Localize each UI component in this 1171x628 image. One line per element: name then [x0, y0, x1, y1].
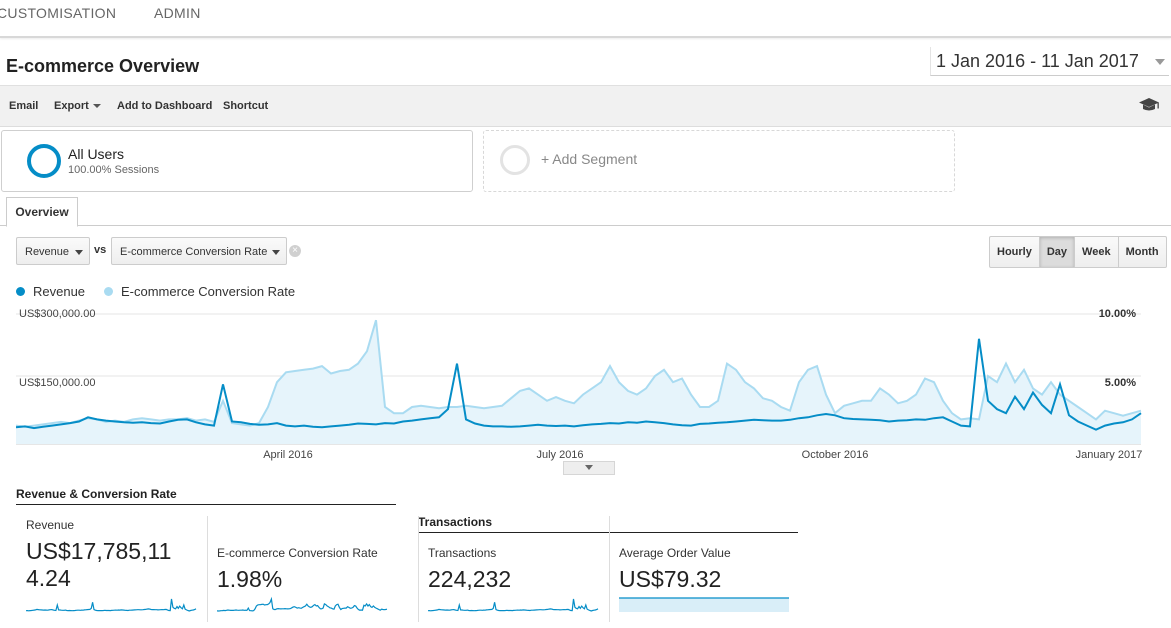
date-range-picker[interactable]: 1 Jan 2016 - 11 Jan 2017 — [930, 47, 1169, 76]
chevron-down-icon — [585, 465, 593, 470]
scorecard-conversion-rate[interactable]: E-commerce Conversion Rate 1.98% — [207, 516, 397, 622]
date-range-text: 1 Jan 2016 - 11 Jan 2017 — [936, 51, 1139, 71]
report-toolbar: Email Export Add to Dashboard Shortcut — [0, 85, 1171, 127]
add-segment-button[interactable]: + Add Segment — [483, 130, 955, 192]
section-title-revenue: Revenue & Conversion Rate — [16, 487, 396, 505]
y-left-tick: US$300,000.00 — [19, 308, 95, 320]
x-tick-label: October 2016 — [802, 449, 869, 461]
chevron-down-icon — [92, 104, 101, 109]
email-button[interactable]: Email — [9, 100, 39, 112]
scorecard-label: E-commerce Conversion Rate — [217, 546, 378, 560]
segment-all-users[interactable]: All Users 100.00% Sessions — [1, 130, 473, 192]
clear-icon[interactable]: × — [289, 245, 301, 257]
x-tick-label: January 2017 — [1076, 449, 1143, 461]
x-tick-label: April 2016 — [263, 449, 313, 461]
scorecard-transactions[interactable]: Transactions 224,232 — [418, 516, 608, 622]
metric1-value: Revenue — [25, 246, 70, 258]
card-divider — [418, 516, 419, 622]
export-button[interactable]: Export — [54, 100, 101, 112]
legend-label: E-commerce Conversion Rate — [121, 284, 296, 299]
segment-ring-icon — [27, 144, 61, 178]
series-layer — [16, 319, 1142, 444]
scorecard-value: US$17,785,11 — [26, 538, 172, 564]
y-left-tick: US$150,000.00 — [19, 377, 95, 389]
segment-ring-icon — [500, 145, 530, 175]
sparkline-line — [428, 598, 599, 612]
page-title: E-commerce Overview — [6, 56, 200, 76]
legend-conversion-rate[interactable]: E-commerce Conversion Rate — [104, 284, 295, 299]
revenue-line — [16, 338, 1142, 431]
revenue-conversion-chart[interactable]: US$300,000.00 US$150,000.00 10.00% 5.00%… — [16, 304, 1146, 464]
scorecard-average-order-value[interactable]: Average Order Value US$79.32 — [609, 516, 799, 622]
hourly-button[interactable]: Hourly — [990, 237, 1040, 267]
segment-sessions: 100.00% Sessions — [68, 164, 160, 176]
chevron-down-icon — [272, 250, 280, 255]
scorecard-label: Average Order Value — [619, 546, 731, 560]
graduation-cap-icon[interactable] — [1138, 97, 1160, 118]
sparkline — [26, 598, 197, 612]
sparkline-area — [619, 598, 789, 612]
metric1-select[interactable]: Revenue — [16, 237, 90, 265]
chevron-down-icon — [1155, 59, 1165, 65]
conversion-rate-line — [16, 319, 1142, 428]
scorecard-value: 224,232 — [428, 566, 512, 592]
chevron-down-icon — [75, 250, 83, 255]
scorecard-revenue[interactable]: Revenue US$17,785,11 4.24 — [16, 516, 206, 622]
add-to-dashboard-button[interactable]: Add to Dashboard — [117, 100, 213, 112]
top-nav: CUSTOMISATION ADMIN — [0, 0, 1171, 38]
legend-revenue[interactable]: Revenue — [16, 284, 85, 299]
sparkline-line — [26, 598, 197, 612]
metric2-value: E-commerce Conversion Rate — [120, 246, 268, 258]
y-right-tick: 10.00% — [1099, 308, 1137, 320]
legend-dot-icon — [16, 287, 25, 296]
day-button[interactable]: Day — [1039, 237, 1076, 267]
scorecard-label: Revenue — [26, 518, 75, 532]
nav-admin[interactable]: ADMIN — [154, 5, 201, 21]
shortcut-button[interactable]: Shortcut — [223, 100, 269, 112]
month-button[interactable]: Month — [1125, 246, 1159, 258]
add-segment-label: + Add Segment — [541, 151, 638, 167]
scorecard-value: 1.98% — [217, 566, 283, 592]
tab-divider — [0, 225, 1171, 226]
legend-label: Revenue — [33, 284, 86, 299]
chart-collapse-handle[interactable] — [563, 461, 615, 475]
scorecard-value-cont: 4.24 — [26, 565, 71, 591]
section-title-transactions: Transactions — [418, 515, 798, 533]
time-granularity-group: Hourly Day Week Month — [989, 236, 1167, 268]
week-button[interactable]: Week — [1075, 237, 1119, 267]
tab-overview[interactable]: Overview — [6, 197, 78, 227]
legend-dot-icon — [104, 287, 113, 296]
y-right-tick: 5.00% — [1105, 377, 1136, 389]
x-tick-label: July 2016 — [536, 449, 583, 461]
sparkline — [619, 597, 789, 612]
conversion-rate-area — [16, 320, 1141, 444]
scorecard-value: US$79.32 — [619, 566, 722, 592]
sparkline — [428, 598, 599, 612]
scorecard-label: Transactions — [428, 546, 497, 560]
vs-label: vs — [94, 244, 107, 256]
card-divider — [207, 516, 208, 622]
segment-name: All Users — [68, 146, 125, 162]
sparkline-line — [217, 596, 388, 612]
export-label: Export — [54, 100, 89, 112]
nav-customisation[interactable]: CUSTOMISATION — [0, 5, 117, 21]
card-divider — [609, 516, 610, 622]
metric2-select[interactable]: E-commerce Conversion Rate — [111, 237, 287, 265]
sparkline — [217, 596, 388, 612]
